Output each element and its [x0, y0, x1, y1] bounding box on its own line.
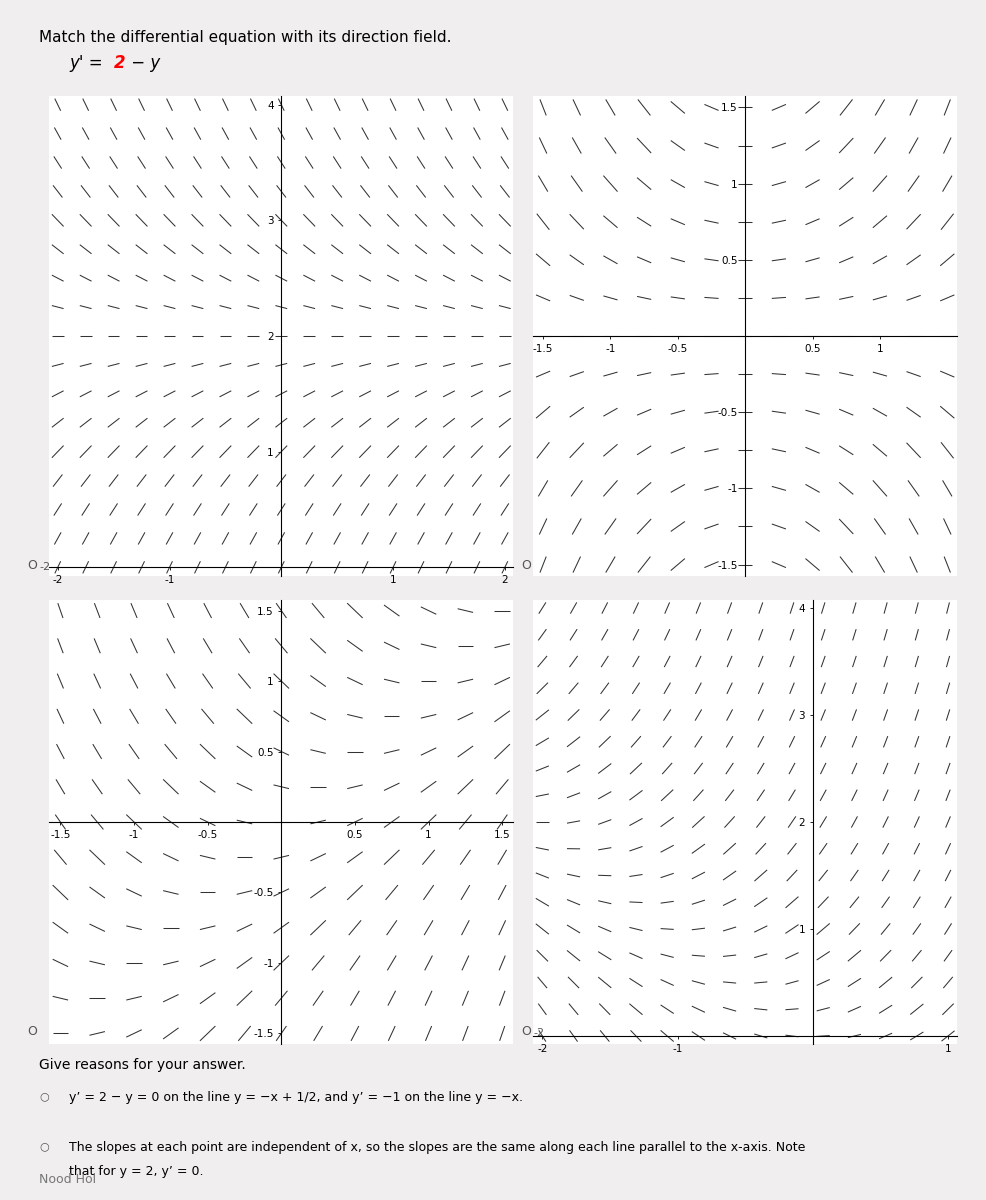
Text: − y: − y — [126, 54, 161, 72]
Text: ○: ○ — [39, 1091, 49, 1100]
Text: that for y = 2, y’ = 0.: that for y = 2, y’ = 0. — [69, 1165, 203, 1178]
Text: O: O — [521, 1025, 530, 1038]
Text: O: O — [28, 559, 37, 572]
Text: Nood Hol: Nood Hol — [39, 1172, 97, 1186]
Text: O: O — [521, 559, 530, 572]
Text: Give reasons for your answer.: Give reasons for your answer. — [39, 1058, 246, 1073]
Text: y’ = 2 − y = 0 on the line y = −x + 1/2, and y’ = −1 on the line y = −x.: y’ = 2 − y = 0 on the line y = −x + 1/2,… — [69, 1091, 523, 1104]
Text: Match the differential equation with its direction field.: Match the differential equation with its… — [39, 30, 452, 44]
Text: O: O — [28, 1025, 37, 1038]
Text: -2: -2 — [39, 563, 50, 572]
Text: ○: ○ — [39, 1141, 49, 1151]
Text: The slopes at each point are independent of x, so the slopes are the same along : The slopes at each point are independent… — [69, 1141, 805, 1154]
Text: -2: -2 — [532, 1028, 543, 1038]
Text: 2: 2 — [113, 54, 125, 72]
Text: y' =: y' = — [69, 54, 107, 72]
